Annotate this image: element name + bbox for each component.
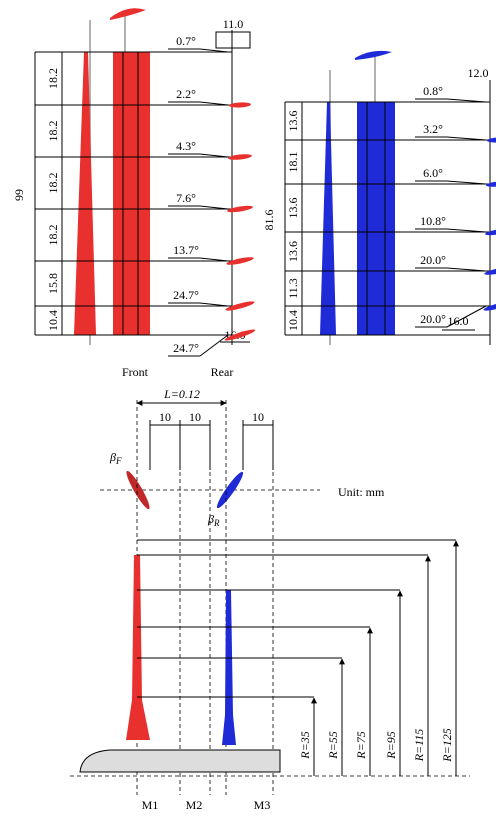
front-label: Front [122,365,149,379]
segment-label: 10.4 [46,310,60,331]
angle-label: 7.6° [176,191,196,205]
plane-label: M1 [142,798,159,812]
segment-label: 15.8 [46,273,60,294]
airfoil [229,102,251,108]
airfoil [227,205,253,213]
airfoil [486,181,496,187]
plane-label: M2 [186,798,203,812]
chord-label: 11.0 [223,17,244,31]
radius-label: R=115 [412,729,426,763]
hub [79,749,281,773]
beta-rear: βR [207,512,220,528]
segment-label: 13.6 [286,198,300,219]
segment-label: 11.3 [286,278,300,299]
subscript: R [213,518,220,528]
angle-label: 0.8° [423,84,443,98]
width-label: 10 [189,410,201,424]
rear-blade [222,590,236,745]
airfoil [225,301,255,311]
radius-label: R=125 [440,728,454,762]
angle-label: 20.0° [420,312,446,326]
rear-label: Rear [211,365,234,379]
leader [199,257,229,262]
leader [199,48,229,53]
airfoil [228,154,252,160]
blade-profile [320,102,336,335]
leader [446,98,487,103]
angle-label: 2.2° [176,87,196,101]
leader [199,334,229,357]
airfoil [484,267,496,275]
segment-label: 18.2 [46,225,60,246]
rear-section [216,471,244,509]
angle-label: 13.7° [173,243,199,257]
airfoil [483,301,496,311]
blade-planform [113,52,150,335]
angle-label: 6.0° [423,166,443,180]
angle-label: 3.2° [423,122,443,136]
blade-planform [357,102,395,335]
airfoil [485,228,496,236]
total-length: 99 [12,189,26,201]
leader [199,302,229,307]
width-label: 10 [159,410,171,424]
leader [199,101,229,106]
subscript: F [115,456,122,466]
airfoil-icon [110,8,146,20]
airfoil [226,257,254,265]
radius-label: R=75 [354,731,368,759]
total-length: 81.6 [262,210,276,231]
angle-label: 0.7° [176,34,196,48]
blade-profile [74,52,96,335]
chord-box [215,31,251,49]
segment-label: 18.1 [286,152,300,173]
symbol: β [207,512,214,526]
angle-label: 20.0° [420,253,446,267]
width-label: 10 [252,410,264,424]
leader [446,180,487,185]
radius-label: R=95 [384,731,398,759]
segment-label: 10.4 [286,310,300,331]
segment-label: 13.6 [286,241,300,262]
chord-label: 12.0 [468,66,489,80]
leader [446,305,487,328]
leader [446,228,487,233]
angle-label: 24.7° [173,288,199,302]
angle-label: 10.8° [420,214,446,228]
front-blade [126,555,150,740]
airfoil [224,329,256,341]
segment-label: 18.2 [46,173,60,194]
leader [199,205,229,210]
segment-label: 18.2 [46,68,60,89]
airfoil [487,137,496,143]
radius-label: R=55 [326,731,340,759]
leader [446,267,487,272]
angle-label: 4.3° [176,139,196,153]
radius-label: R=35 [298,731,312,759]
front-section [126,470,150,510]
leader [446,136,487,141]
spacing-label: L=0.12 [163,387,200,401]
segment-label: 18.2 [46,121,60,142]
angle-label: 24.7° [173,341,199,355]
unit-label: Unit: mm [338,485,385,499]
leader [199,153,229,158]
symbol: β [109,450,116,464]
beta-front: βF [109,450,122,466]
airfoil-icon [355,50,392,60]
segment-label: 13.6 [286,111,300,132]
plane-label: M3 [254,798,271,812]
